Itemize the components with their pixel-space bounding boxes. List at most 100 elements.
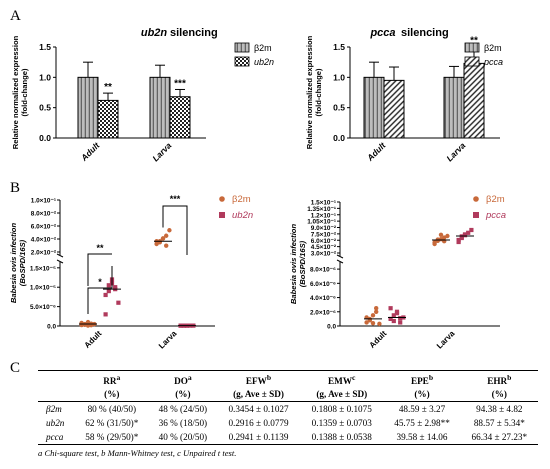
col-header: EMWc [300, 370, 384, 389]
chart-title: pcca [369, 27, 395, 39]
table-cell: 80 % (40/50) [87, 404, 137, 415]
axis-break-mark [336, 254, 344, 259]
chart-title: ub2n [141, 27, 168, 39]
y-axis-label: Relative normalized expression(fold-chan… [305, 35, 323, 149]
bar [383, 79, 405, 139]
bar [169, 96, 191, 139]
y-tick-label: 5.0×10⁻⁶ [30, 304, 56, 311]
data-point [374, 306, 379, 311]
data-point [398, 320, 403, 325]
significance-bracket [87, 266, 113, 314]
table-cell: 88.57 ± 5.34* [473, 418, 525, 429]
significance-label: ** [470, 35, 478, 46]
y-tick-label: 9.0×10⁻² [311, 225, 336, 232]
table-cell: 94.38 ± 4.82 [476, 404, 523, 415]
legend-swatch [234, 56, 250, 67]
table-cell: 39.58 ± 14.06 [383, 430, 461, 446]
data-point [103, 292, 108, 298]
data-point [388, 306, 393, 311]
data-point [462, 232, 468, 237]
table-row: ub2n 62 % (31/50)* 36 % (18/50) 0.2916 ±… [38, 416, 538, 430]
table-row: β2m 80 % (40/50) 48 % (24/50) 0.3454 ± 0… [38, 402, 538, 417]
y-tick-label: 4.0×10⁻² [31, 237, 56, 244]
y-tick-label: 6.0×10⁻² [311, 238, 336, 245]
panel-label-c: C [10, 360, 20, 376]
y-tick-label: 1.0×10⁻⁵ [30, 285, 56, 292]
legend-marker [219, 196, 225, 202]
significance-label: ** [96, 243, 104, 253]
y-axis-label: Babesia ovis infection(BoSPD/16S) [9, 223, 27, 304]
table-cell: 66.34 ± 27.23* [460, 430, 538, 446]
col-subheader: (%) [383, 388, 461, 403]
x-tick-label: Adult [368, 329, 389, 350]
data-point [370, 320, 376, 326]
col-subheader: (%) [460, 388, 538, 403]
y-tick-label: 7.5×10⁻² [311, 231, 336, 238]
y-tick-label: 6.0×10⁻⁶ [310, 281, 336, 288]
bar [149, 76, 171, 139]
significance-bracket [162, 205, 188, 255]
y-tick-label: 8.0×10⁻⁶ [310, 267, 336, 274]
legend-label: pcca [483, 57, 503, 67]
table-cell: 0.3454 ± 0.1027 [228, 404, 289, 415]
y-tick-label: 4.0×10⁻⁶ [310, 295, 336, 302]
significance-bracket [87, 253, 112, 286]
table-cell: 58 % (29/50)* [74, 430, 149, 446]
data-point [445, 233, 450, 239]
y-tick-label: 0.5 [39, 103, 51, 113]
bar [363, 76, 385, 139]
legend-marker [473, 196, 479, 202]
data-point [391, 313, 396, 318]
data-point [377, 321, 382, 327]
legend-marker [219, 212, 225, 218]
x-tick-label: Adult [83, 329, 104, 350]
data-point [364, 320, 369, 325]
data-point [388, 316, 393, 321]
data-point [106, 288, 111, 294]
data-point [106, 283, 111, 288]
y-axis-label: Relative normalized expression(fold-chan… [11, 35, 29, 149]
col-subheader: (g, Ave ± SD) [216, 388, 301, 403]
y-tick-label: 0.5 [333, 103, 345, 113]
panel-label-b: B [10, 180, 20, 196]
data-point [103, 312, 108, 317]
y-tick-label: 1.0 [333, 72, 345, 82]
data-point [164, 233, 169, 238]
axis-break-mark [56, 259, 64, 264]
data-point [456, 237, 461, 243]
table-cell: 0.2941 ± 0.1139 [216, 430, 301, 446]
y-tick-label: 4.5×10⁻² [311, 244, 336, 251]
legend-label: ub2n [254, 57, 274, 67]
x-tick-label: Adult [78, 140, 102, 164]
table-footnote: a Chi-square test, b Mann-Whitney test, … [38, 448, 237, 459]
y-tick-label: 1.2×10⁻¹ [311, 212, 336, 219]
y-tick-label: 1.0 [39, 72, 51, 82]
x-tick-label: Larva [157, 329, 179, 351]
chart-title-suffix: silencing [401, 27, 449, 39]
data-point [167, 228, 172, 233]
x-tick-label: Larva [150, 140, 173, 163]
bar [463, 62, 485, 139]
y-tick-label: 2.0×10⁻² [31, 250, 56, 257]
x-tick-label: Larva [435, 329, 457, 351]
chart-ub2n-infection: 0.0 5.0×10⁻⁶ 1.0×10⁻⁵ 1.5×10⁻⁵ 2.0×10⁻² 4.0×1… [9, 194, 253, 351]
table-cell: 0.1388 ± 0.0538 [300, 430, 384, 446]
y-tick-label: 1.05×10⁻¹ [307, 219, 336, 226]
col-header: DOa [148, 370, 217, 389]
col-header: EHRb [460, 370, 538, 389]
chart-pcca-infection: 0.0 2.0×10⁻⁶ 4.0×10⁻⁶ 6.0×10⁻⁶ 8.0×10⁻⁶ 3.0×1… [289, 194, 506, 351]
data-point [370, 313, 376, 318]
data-point [116, 300, 121, 305]
data-point [394, 311, 400, 316]
y-tick-label: 6.0×10⁻² [31, 224, 56, 231]
y-tick-label: 1.5×10⁻¹ [311, 200, 336, 207]
data-point [160, 236, 166, 241]
y-tick-label: 1.0×10⁻¹ [31, 198, 56, 205]
table-cell: 48 % (24/50) [158, 404, 208, 415]
col-header: EPEb [383, 370, 461, 389]
chart-ub2n-silencing: 0.0 0.5 1.0 1.5 Relative normalized expressi… [11, 27, 274, 163]
data-point [164, 243, 169, 248]
table-cell: 0.1359 ± 0.0703 [311, 418, 372, 429]
table-cell: 48.59 ± 3.27 [398, 404, 446, 415]
legend-swatch [464, 56, 480, 67]
